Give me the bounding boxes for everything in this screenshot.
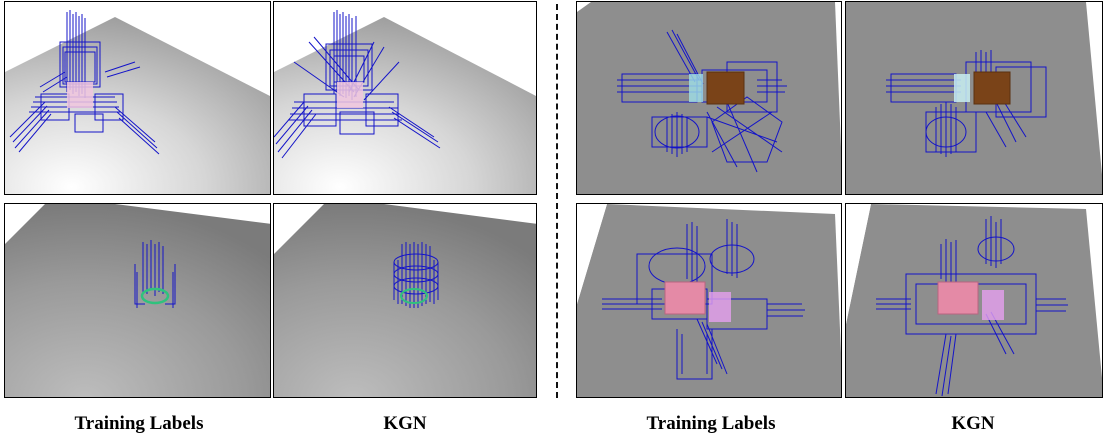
render-scene [5, 204, 270, 397]
panel-right-kgn-pinkboxes [845, 203, 1103, 398]
panel-left-kgn-cylinder [273, 203, 537, 398]
panel-right-training-multiobject [576, 1, 842, 195]
render-scene [274, 204, 536, 397]
caption-left-kgn: KGN [383, 413, 427, 434]
panel-left-kgn-cube [273, 1, 537, 195]
panel-left-training-cylinder [4, 203, 271, 398]
render-scene [5, 2, 270, 194]
caption-right-training: Training Labels [646, 413, 776, 434]
render-scene [274, 2, 536, 194]
render-scene [577, 204, 841, 397]
panel-right-training-pinkboxes [576, 203, 842, 398]
panel-left-training-cube [4, 1, 271, 195]
render-scene [846, 2, 1102, 194]
render-scene [577, 2, 841, 194]
panel-right-kgn-multiobject [845, 1, 1103, 195]
dash-dot-divider [556, 4, 558, 398]
caption-right-kgn: KGN [951, 413, 995, 434]
caption-left-training: Training Labels [74, 413, 204, 434]
render-scene [846, 204, 1102, 397]
